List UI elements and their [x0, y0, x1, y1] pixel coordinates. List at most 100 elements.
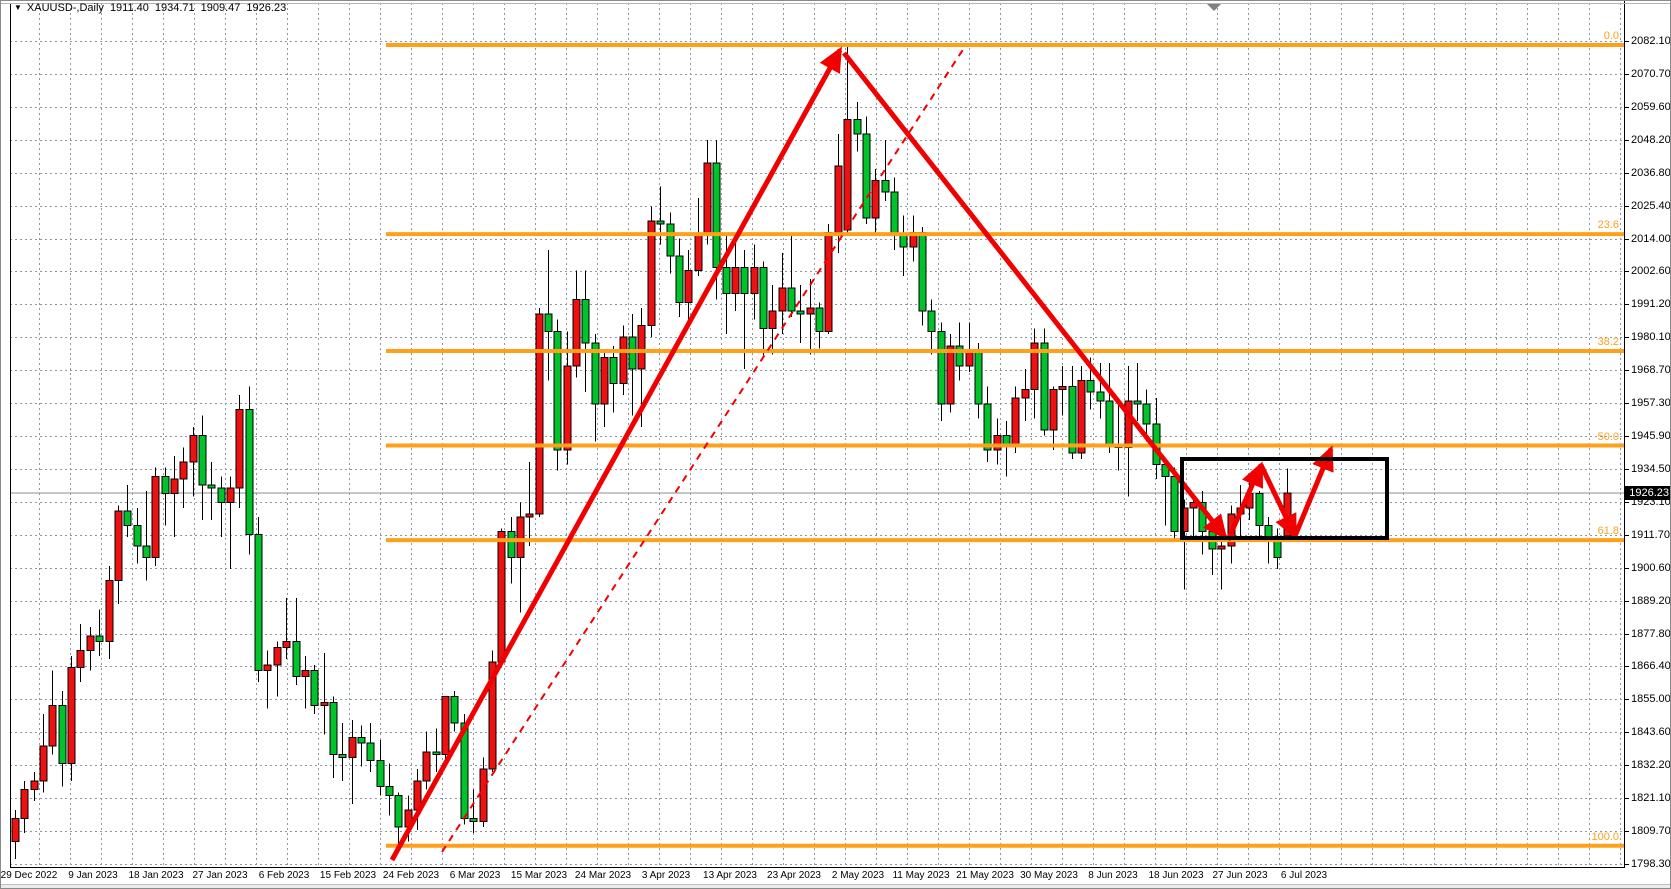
candle [320, 653, 329, 735]
candle [385, 763, 394, 816]
candle [348, 719, 357, 804]
candle [58, 690, 67, 787]
forecast-zigzag-arrow-2[interactable] [1258, 463, 1298, 540]
candle [1058, 366, 1067, 416]
candle [86, 627, 95, 671]
candle [918, 226, 927, 326]
candle [862, 116, 871, 224]
candle [843, 47, 852, 236]
candle [263, 650, 272, 709]
candle [553, 319, 562, 471]
price-axis-label: 1934.50 [1631, 463, 1671, 475]
candle [1096, 363, 1105, 419]
time-axis-label: 13 Apr 2023 [703, 870, 757, 881]
candle [273, 641, 282, 697]
candle [600, 351, 609, 427]
candle [703, 139, 712, 245]
candle [282, 598, 291, 659]
fib-level-label: 23.6 [1597, 219, 1619, 232]
price-axis-label: 1855.00 [1631, 693, 1671, 705]
candle [853, 102, 862, 152]
candle [974, 342, 983, 419]
symbol-dropdown-icon[interactable]: ▼ [14, 2, 22, 12]
chart-shift-marker[interactable] [1207, 4, 1221, 11]
price-axis-label: 1945.90 [1631, 430, 1671, 442]
candle [909, 215, 918, 262]
time-axis-label: 24 Mar 2023 [574, 870, 632, 881]
candle [927, 299, 936, 355]
candle [824, 224, 833, 335]
price-axis-label: 1889.20 [1631, 595, 1671, 607]
candle [338, 722, 347, 781]
candle [1217, 534, 1226, 590]
fib-level-label: 38.2 [1597, 336, 1619, 348]
time-axis-label: 3 Apr 2023 [641, 870, 691, 881]
time-axis-label: 18 Jan 2023 [128, 870, 184, 881]
candle [170, 456, 179, 538]
price-axis-label: 1877.80 [1631, 628, 1671, 640]
candle [516, 502, 525, 613]
price-axis-label: 2036.80 [1631, 167, 1671, 179]
candle [39, 714, 48, 793]
trendline-down-arrow[interactable] [842, 51, 1228, 541]
candle [1030, 328, 1039, 419]
price-axis-label: 1809.70 [1631, 825, 1671, 837]
candle [946, 334, 955, 413]
candle [675, 238, 684, 317]
candle [394, 792, 403, 848]
candle [1142, 389, 1151, 442]
time-axis-label: 29 Dec 2022 [0, 870, 58, 881]
candle [581, 270, 590, 393]
trendline-up-arrow[interactable] [389, 46, 843, 862]
fib-level-label: 100.0 [1591, 830, 1619, 843]
candle [750, 244, 759, 320]
candle [105, 566, 114, 659]
candle [76, 624, 85, 683]
chart-ohlc-header: ▼ XAUUSD-,Daily 1911.40 1934.71 1909.47 … [14, 2, 292, 14]
candle [1077, 366, 1086, 459]
candle [881, 139, 890, 201]
time-axis-label: 2 May 2023 [831, 870, 885, 881]
candle [497, 528, 506, 668]
candle [161, 467, 170, 526]
price-axis-label: 2025.40 [1631, 200, 1671, 212]
candle [179, 447, 188, 509]
forecast-zigzag-arrow-1[interactable] [1225, 461, 1264, 542]
candle [376, 740, 385, 796]
candle [1124, 366, 1133, 497]
trend-channel-dashed-line[interactable] [441, 47, 965, 853]
forecast-zigzag-arrow-3[interactable] [1292, 445, 1334, 537]
candle [507, 516, 516, 584]
time-axis-label: 9 Jan 2023 [68, 870, 118, 881]
candle [787, 232, 796, 317]
fib-level-label: 61.8 [1597, 525, 1619, 538]
time-axis-label: 30 May 2023 [1020, 870, 1078, 881]
price-axis-label: 1968.70 [1631, 364, 1671, 376]
candle [67, 656, 76, 781]
price-axis-label: 1798.30 [1631, 858, 1671, 870]
candle [151, 467, 160, 567]
candle [1161, 458, 1170, 526]
time-axis-label: 24 Feb 2023 [382, 870, 440, 881]
candle [1049, 386, 1058, 451]
candle [815, 302, 824, 349]
price-axis-label: 1957.30 [1631, 397, 1671, 409]
time-axis-label: 27 Jan 2023 [192, 870, 248, 881]
candle [441, 696, 450, 761]
time-axis-label: 6 Jul 2023 [1280, 870, 1328, 881]
high-value: 1934.71 [154, 2, 195, 14]
candle [544, 250, 553, 381]
open-value: 1911.40 [109, 2, 149, 14]
candle [366, 722, 375, 773]
symbol-period-label: XAUUSD-,Daily [26, 2, 104, 14]
candle [1021, 369, 1030, 422]
projection-rectangle[interactable] [1180, 457, 1389, 540]
candle [1105, 363, 1114, 454]
candle [30, 772, 39, 802]
candle [357, 725, 366, 767]
candle [114, 505, 123, 604]
candle [965, 322, 974, 372]
candle [1011, 386, 1020, 454]
